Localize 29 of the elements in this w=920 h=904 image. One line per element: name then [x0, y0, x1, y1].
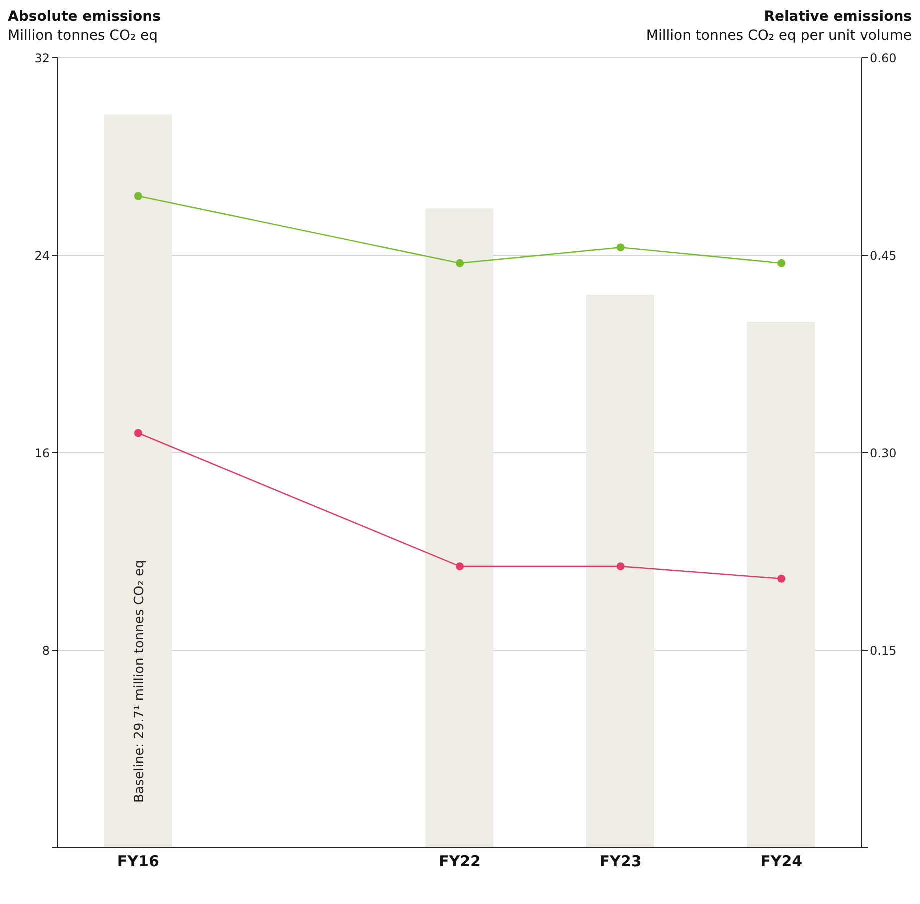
- x-tick-label: FY16: [117, 852, 160, 871]
- point: [456, 562, 464, 571]
- text: Million tonnes CO₂ eq: [8, 27, 160, 46]
- bar: [104, 114, 172, 848]
- y2-axis-title: Relative emissions: [763, 8, 912, 27]
- y-axis-title: Absolute emissions: [8, 8, 161, 27]
- x-tick-label: FY24: [760, 852, 803, 871]
- point: [456, 259, 464, 268]
- bar: [747, 322, 816, 848]
- point: [134, 192, 142, 200]
- y2-tick-label: 0.30: [870, 446, 897, 460]
- y2-tick-label: 0.15: [870, 644, 897, 658]
- y-tick-label: 32: [34, 51, 50, 66]
- point: [616, 562, 625, 571]
- annotation: Baseline: 29.7¹ million tonnes CO₂ eq: [132, 560, 148, 803]
- bar: [586, 295, 654, 848]
- y-tick-label: 24: [34, 248, 50, 263]
- point: [778, 259, 786, 268]
- text: Million tonnes CO₂ eq per unit volume: [646, 27, 912, 46]
- point: [134, 429, 142, 438]
- y2-tick-label: 0.45: [870, 248, 897, 263]
- x-tick-label: FY22: [439, 852, 481, 871]
- y-tick-label: 8: [42, 644, 50, 658]
- point: [616, 244, 625, 252]
- bar: [426, 208, 494, 848]
- point: [778, 574, 786, 583]
- y2-tick-label: 0.60: [870, 51, 897, 66]
- x-tick-label: FY23: [600, 852, 642, 871]
- y-tick-label: 16: [34, 446, 50, 460]
